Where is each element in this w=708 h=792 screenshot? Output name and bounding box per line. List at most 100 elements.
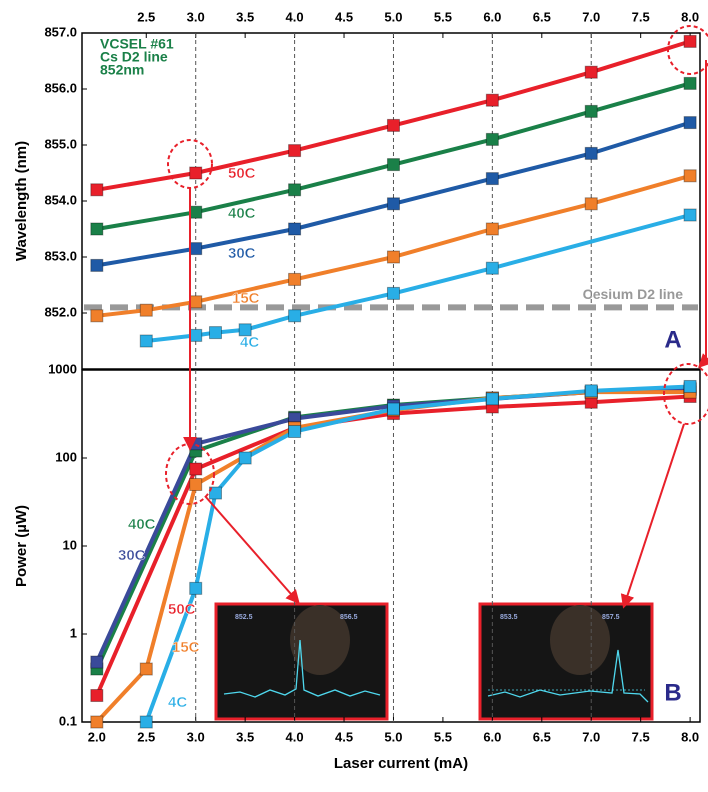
x-tick-label: 6.5	[533, 9, 551, 24]
data-point	[91, 656, 103, 668]
series-label: 15C	[232, 290, 260, 307]
data-point	[684, 35, 696, 47]
y-tick-label: 100	[55, 449, 77, 464]
series-label: 50C	[228, 165, 256, 182]
inset-label: 856.5	[340, 614, 358, 621]
series-label: 40C	[128, 516, 156, 533]
data-point	[190, 296, 202, 308]
y-tick-label: 854.0	[44, 192, 77, 207]
data-point	[387, 403, 399, 415]
data-point	[684, 209, 696, 221]
data-point	[387, 119, 399, 131]
data-point	[190, 463, 202, 475]
x-tick-label: 5.5	[434, 9, 452, 24]
data-point	[585, 198, 597, 210]
data-point	[289, 426, 301, 438]
data-point	[387, 287, 399, 299]
x-tick-label: 8.0	[681, 9, 699, 24]
series-label: 4C	[168, 694, 187, 711]
y-tick-label: 853.0	[44, 248, 77, 263]
data-point	[486, 94, 498, 106]
x-tick-label: 4.5	[335, 9, 353, 24]
y-tick-label: 856.0	[44, 80, 77, 95]
data-point	[140, 663, 152, 675]
x-tick-label: 4.0	[286, 9, 304, 24]
data-point	[140, 335, 152, 347]
data-point	[91, 223, 103, 235]
x-tick-label: 2.0	[88, 729, 106, 744]
series-label: 30C	[228, 245, 256, 262]
data-point	[684, 77, 696, 89]
data-point	[585, 385, 597, 397]
inset	[480, 604, 652, 719]
series-label: 30C	[118, 547, 146, 564]
data-point	[209, 327, 221, 339]
inset-label: 857.5	[602, 614, 620, 621]
x-tick-label: 3.0	[187, 729, 205, 744]
data-point	[387, 159, 399, 171]
y-tick-label: 10	[63, 537, 77, 552]
data-point	[190, 167, 202, 179]
series-label: 50C	[168, 601, 196, 618]
data-point	[91, 690, 103, 702]
x-tick-label: 4.0	[286, 729, 304, 744]
x-tick-label: 5.5	[434, 729, 452, 744]
data-point	[684, 380, 696, 392]
data-point	[486, 223, 498, 235]
data-point	[585, 66, 597, 78]
data-point	[91, 310, 103, 322]
y-tick-label: 857.0	[44, 24, 77, 39]
reference-label: Cesium D2 line	[583, 286, 684, 302]
data-point	[289, 184, 301, 196]
series-label: 15C	[172, 639, 200, 656]
x-tick-label: 3.0	[187, 9, 205, 24]
data-point	[387, 251, 399, 263]
data-point	[140, 716, 152, 728]
data-point	[91, 716, 103, 728]
x-tick-label: 7.0	[582, 9, 600, 24]
x-tick-label: 2.5	[137, 9, 155, 24]
x-tick-label: 3.5	[236, 9, 254, 24]
data-point	[289, 310, 301, 322]
data-point	[585, 105, 597, 117]
series-label: 4C	[240, 334, 259, 351]
data-point	[190, 206, 202, 218]
annotation: 852nm	[100, 62, 144, 78]
data-point	[387, 198, 399, 210]
x-tick-label: 2.5	[137, 729, 155, 744]
panel-label: B	[664, 679, 681, 706]
page: 2.5 3.0 3.5 4.0 4.5 5.0 5.5 6.0 6.5 7.0 7.5 8.0 852.…	[0, 0, 708, 792]
x-tick-label: 5.0	[384, 9, 402, 24]
series-label: 40C	[228, 205, 256, 222]
data-point	[190, 478, 202, 490]
series-line	[146, 215, 690, 341]
y-tick-label: 0.1	[59, 713, 77, 728]
x-axis-title: Laser current (mA)	[334, 755, 468, 772]
x-tick-label: 6.0	[483, 9, 501, 24]
data-point	[486, 173, 498, 185]
data-point	[585, 147, 597, 159]
y-axis-title: Power (µW)	[13, 505, 30, 587]
inset	[216, 604, 387, 719]
data-point	[190, 329, 202, 341]
x-tick-label: 7.5	[632, 9, 650, 24]
chart: 2.5 3.0 3.5 4.0 4.5 5.0 5.5 6.0 6.5 7.0 7.5 8.0 852.…	[0, 0, 708, 787]
y-tick-label: 1	[70, 625, 77, 640]
data-point	[91, 259, 103, 271]
x-tick-label: 6.5	[533, 729, 551, 744]
y-tick-label: 1000	[48, 361, 77, 376]
panel-label: A	[664, 326, 681, 353]
data-point	[91, 184, 103, 196]
data-point	[140, 304, 152, 316]
data-point	[684, 117, 696, 129]
y-tick-label: 852.0	[44, 304, 77, 319]
inset-label: 852.5	[235, 614, 253, 621]
x-tick-label: 5.0	[384, 729, 402, 744]
inset-label: 853.5	[500, 614, 518, 621]
data-point	[289, 273, 301, 285]
x-tick-label: 7.5	[632, 729, 650, 744]
data-point	[486, 133, 498, 145]
data-point	[684, 170, 696, 182]
x-tick-label: 7.0	[582, 729, 600, 744]
y-tick-label: 855.0	[44, 136, 77, 151]
